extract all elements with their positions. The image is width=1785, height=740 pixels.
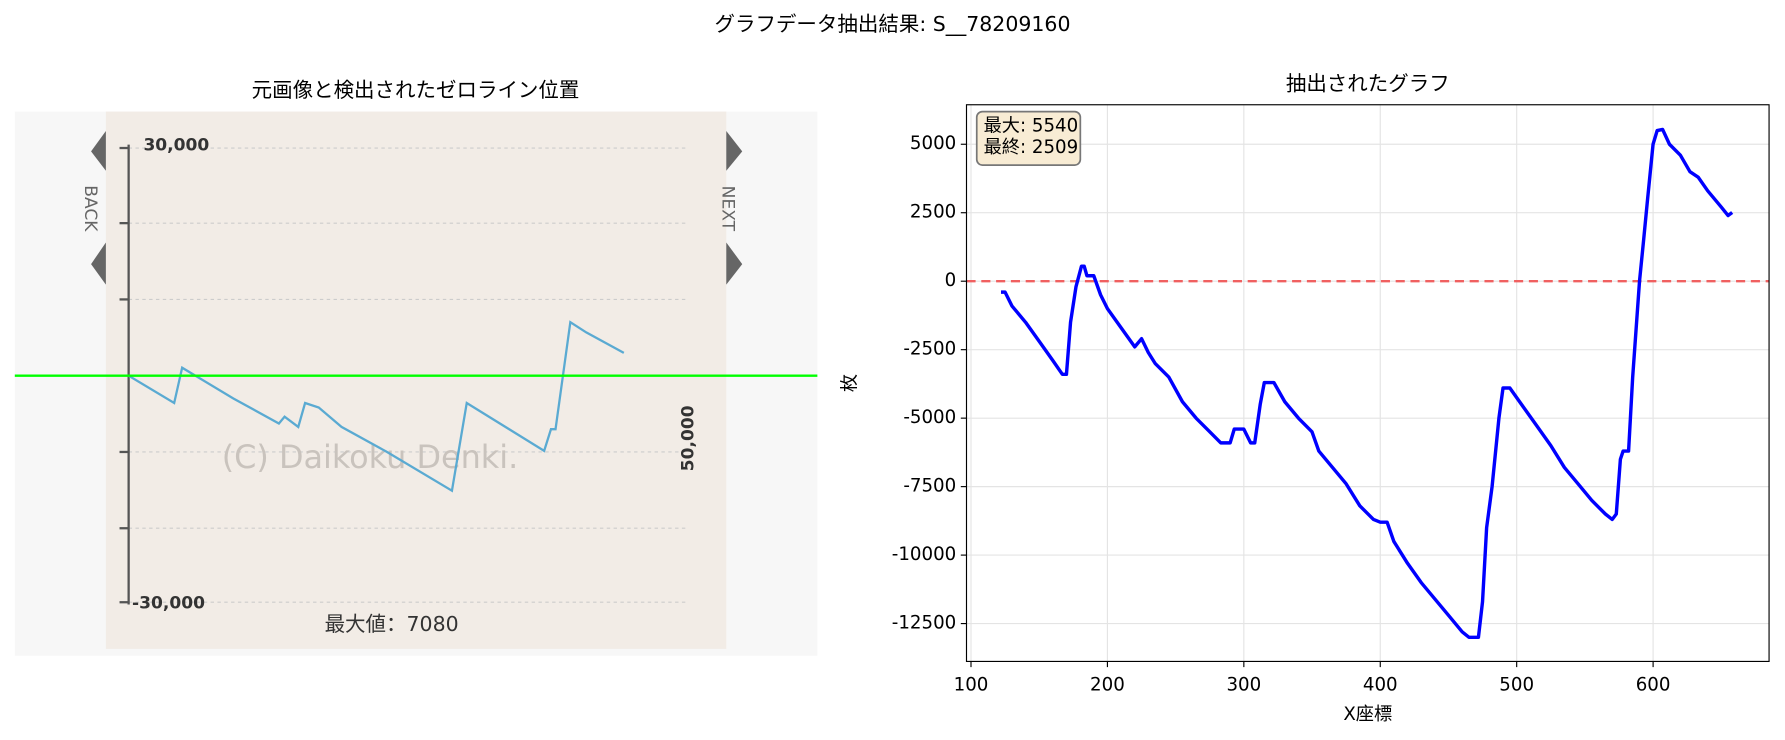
image-label: 最大値：7080: [325, 612, 459, 636]
y-tick-label: 5000: [910, 133, 956, 154]
image-grid: [128, 147, 689, 603]
x-tick-label: 500: [1499, 674, 1534, 695]
x-axis-label: X座標: [1343, 704, 1392, 725]
x-tick-label: 600: [1636, 674, 1671, 695]
image-label: 30,000: [143, 136, 209, 156]
next-label: NEXT: [717, 186, 737, 232]
plot-frame: [965, 104, 1770, 662]
x-tick-label: 200: [1090, 674, 1125, 695]
source-image: 30,000 -30,000 BACK NEXT 50,000 (C) Daik…: [14, 111, 818, 656]
line-chart: 抽出されたグラフ 100 200 300 400 500 600 -12500 -10000 -7…: [839, 71, 1770, 725]
y-tick-label: -12500: [892, 613, 956, 634]
y-tick-label: -5000: [903, 407, 956, 428]
x-tick-label: 400: [1363, 674, 1398, 695]
left-title: 元画像と検出されたゼロライン位置: [252, 78, 580, 102]
x-tick-label: 100: [954, 674, 989, 695]
image-label: 50,000: [679, 405, 699, 471]
figure-title: グラフデータ抽出結果: S__78209160: [714, 12, 1070, 36]
y-tick-label: -2500: [903, 339, 956, 360]
chart-title: 抽出されたグラフ: [1286, 71, 1450, 95]
y-tick-label: -10000: [892, 544, 956, 565]
image-line: [128, 320, 625, 493]
y-tick-label: -7500: [903, 476, 956, 497]
x-tick-label: 300: [1226, 674, 1261, 695]
y-tick-label: 0: [945, 270, 957, 291]
annotation-text: 最終: 2509: [984, 137, 1079, 158]
annotation-bg: [975, 110, 1082, 166]
back-label: BACK: [80, 185, 100, 232]
data-line: [1000, 127, 1734, 640]
y-axis-label: 枚: [839, 374, 860, 392]
watermark: (C) Daikoku Denki.: [222, 438, 519, 476]
annotation-text: 最大: 5540: [984, 115, 1079, 136]
image-label: -30,000: [132, 593, 205, 613]
image-panel: [105, 111, 727, 649]
y-tick-label: 2500: [910, 202, 956, 223]
nav-arrows: [91, 130, 743, 285]
